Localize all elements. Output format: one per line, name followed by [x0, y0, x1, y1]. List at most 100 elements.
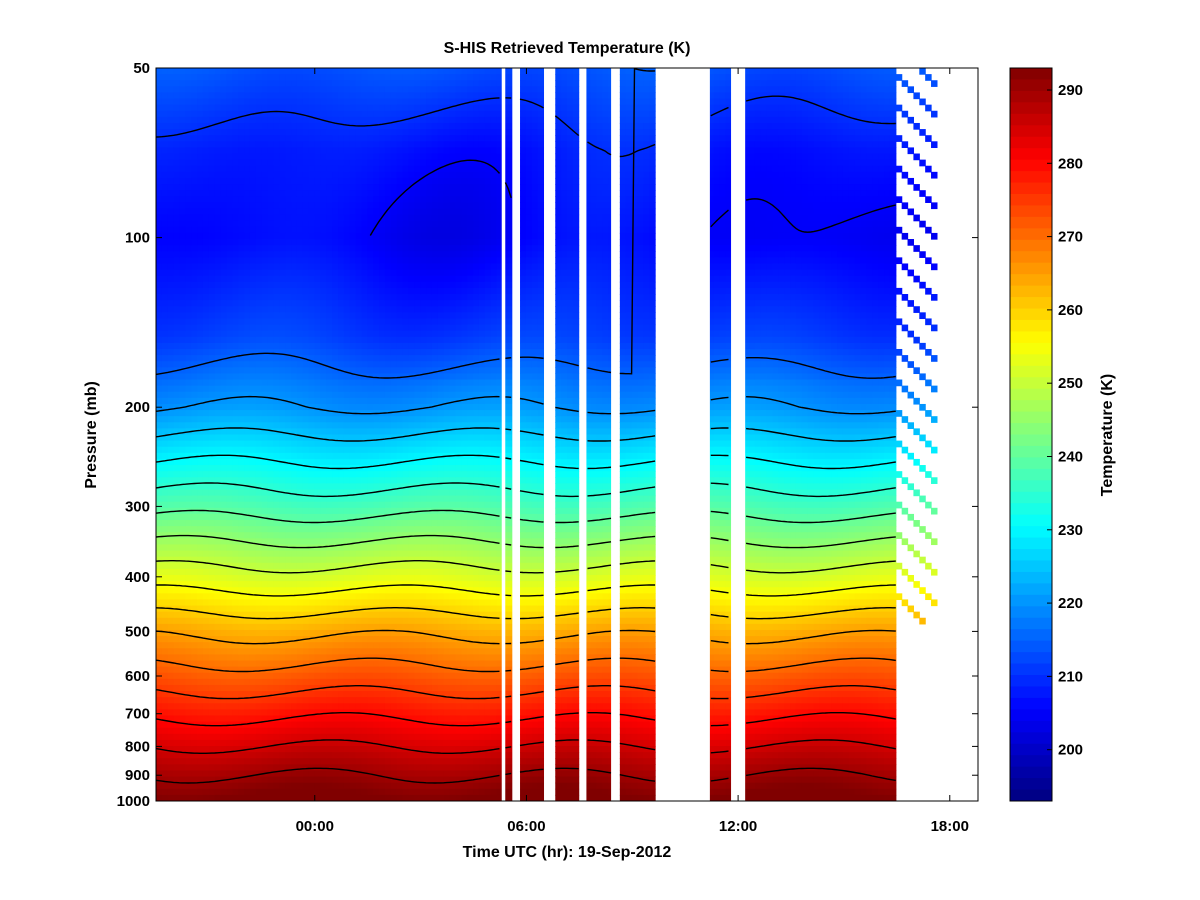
heatmap-cell	[185, 232, 192, 240]
heatmap-cell	[261, 300, 269, 307]
heatmap-cell	[349, 440, 357, 448]
heatmap-cell	[291, 104, 298, 112]
heatmap-cell	[161, 654, 169, 662]
heatmap-cell	[343, 574, 351, 582]
heatmap-cell	[308, 507, 316, 515]
heatmap-cell	[296, 287, 304, 295]
heatmap-cell	[156, 80, 163, 87]
heatmap-cell	[308, 709, 316, 717]
heatmap-cell	[238, 342, 245, 350]
heatmap-cell	[343, 226, 351, 234]
heatmap-cell	[343, 458, 351, 466]
heatmap-cell	[255, 507, 263, 515]
heatmap-cell	[367, 190, 374, 197]
heatmap-cell	[355, 68, 363, 75]
heatmap-cell	[185, 581, 192, 588]
heatmap-cell	[179, 544, 186, 552]
heatmap-cell	[167, 684, 175, 692]
heatmap-cell	[244, 507, 251, 515]
heatmap-cell	[220, 739, 228, 747]
heatmap-cell	[390, 318, 398, 326]
heatmap-cell	[238, 727, 245, 735]
heatmap-cell	[191, 251, 198, 258]
heatmap-cell	[167, 691, 175, 698]
heatmap-cell	[214, 416, 222, 423]
heatmap-cell	[267, 367, 275, 375]
heatmap-cell	[255, 434, 263, 442]
heatmap-cell	[167, 294, 175, 301]
heatmap-cell	[267, 245, 275, 252]
heatmap-cell	[191, 758, 198, 765]
heatmap-cell	[179, 98, 186, 106]
heatmap-cell	[173, 666, 181, 674]
heatmap-cell	[355, 269, 363, 277]
heatmap-cell	[261, 721, 269, 729]
heatmap-cell	[379, 287, 386, 295]
heatmap-cell	[232, 776, 239, 784]
heatmap-cell	[156, 794, 163, 801]
heatmap-cell	[161, 416, 169, 423]
heatmap-cell	[349, 648, 357, 655]
heatmap-cell	[296, 629, 304, 637]
heatmap-cell	[285, 171, 292, 179]
heatmap-cell	[302, 501, 310, 509]
heatmap-cell	[355, 110, 363, 118]
heatmap-cell	[249, 617, 257, 625]
heatmap-cell	[291, 208, 298, 216]
heatmap-cell	[156, 251, 163, 258]
heatmap-cell	[384, 214, 392, 222]
heatmap-cell	[355, 196, 363, 203]
heatmap-cell	[332, 697, 339, 704]
heatmap-cell	[285, 458, 292, 466]
heatmap-cell	[302, 324, 310, 332]
heatmap-cell	[314, 129, 321, 136]
heatmap-cell	[384, 428, 392, 436]
heatmap-cell	[361, 281, 368, 289]
heatmap-cell	[279, 196, 286, 203]
heatmap-cell	[208, 135, 216, 142]
heatmap-cell	[156, 617, 163, 625]
heatmap-cell	[285, 141, 292, 149]
heatmap-cell	[279, 526, 286, 533]
heatmap-cell	[232, 794, 239, 801]
heatmap-cell	[208, 318, 216, 326]
heatmap-cell	[332, 471, 339, 478]
heatmap-cell	[226, 336, 233, 344]
heatmap-cell	[326, 703, 333, 710]
heatmap-cell	[279, 446, 286, 454]
heatmap-cell	[384, 458, 392, 466]
heatmap-cell	[273, 403, 280, 411]
heatmap-cell	[161, 86, 169, 94]
heatmap-cell	[373, 623, 380, 631]
heatmap-cell	[361, 226, 368, 234]
heatmap-cell	[373, 281, 380, 289]
heatmap-cell	[202, 122, 210, 130]
heatmap-cell	[156, 471, 163, 478]
heatmap-cell	[314, 758, 321, 765]
heatmap-cell	[173, 782, 181, 790]
heatmap-cell	[349, 80, 357, 87]
heatmap-cell	[214, 501, 222, 509]
heatmap-cell	[267, 306, 275, 313]
heatmap-cell	[156, 159, 163, 167]
heatmap-cell	[279, 434, 286, 442]
heatmap-cell	[384, 574, 392, 582]
heatmap-cell	[308, 477, 316, 484]
heatmap-cell	[267, 776, 275, 784]
heatmap-column	[320, 68, 327, 801]
heatmap-cell	[373, 599, 380, 607]
heatmap-cell	[267, 458, 275, 466]
heatmap-cell	[367, 660, 374, 668]
heatmap-cell	[220, 86, 228, 94]
heatmap-cell	[355, 257, 363, 265]
heatmap-cell	[249, 520, 257, 527]
heatmap-cell	[291, 691, 298, 698]
heatmap-cell	[296, 507, 304, 515]
heatmap-cell	[361, 794, 368, 801]
heatmap-cell	[373, 226, 380, 234]
heatmap-cell	[161, 752, 169, 759]
heatmap-cell	[167, 251, 175, 258]
heatmap-cell	[232, 165, 239, 173]
heatmap-cell	[320, 171, 327, 179]
heatmap-cell	[296, 275, 304, 283]
